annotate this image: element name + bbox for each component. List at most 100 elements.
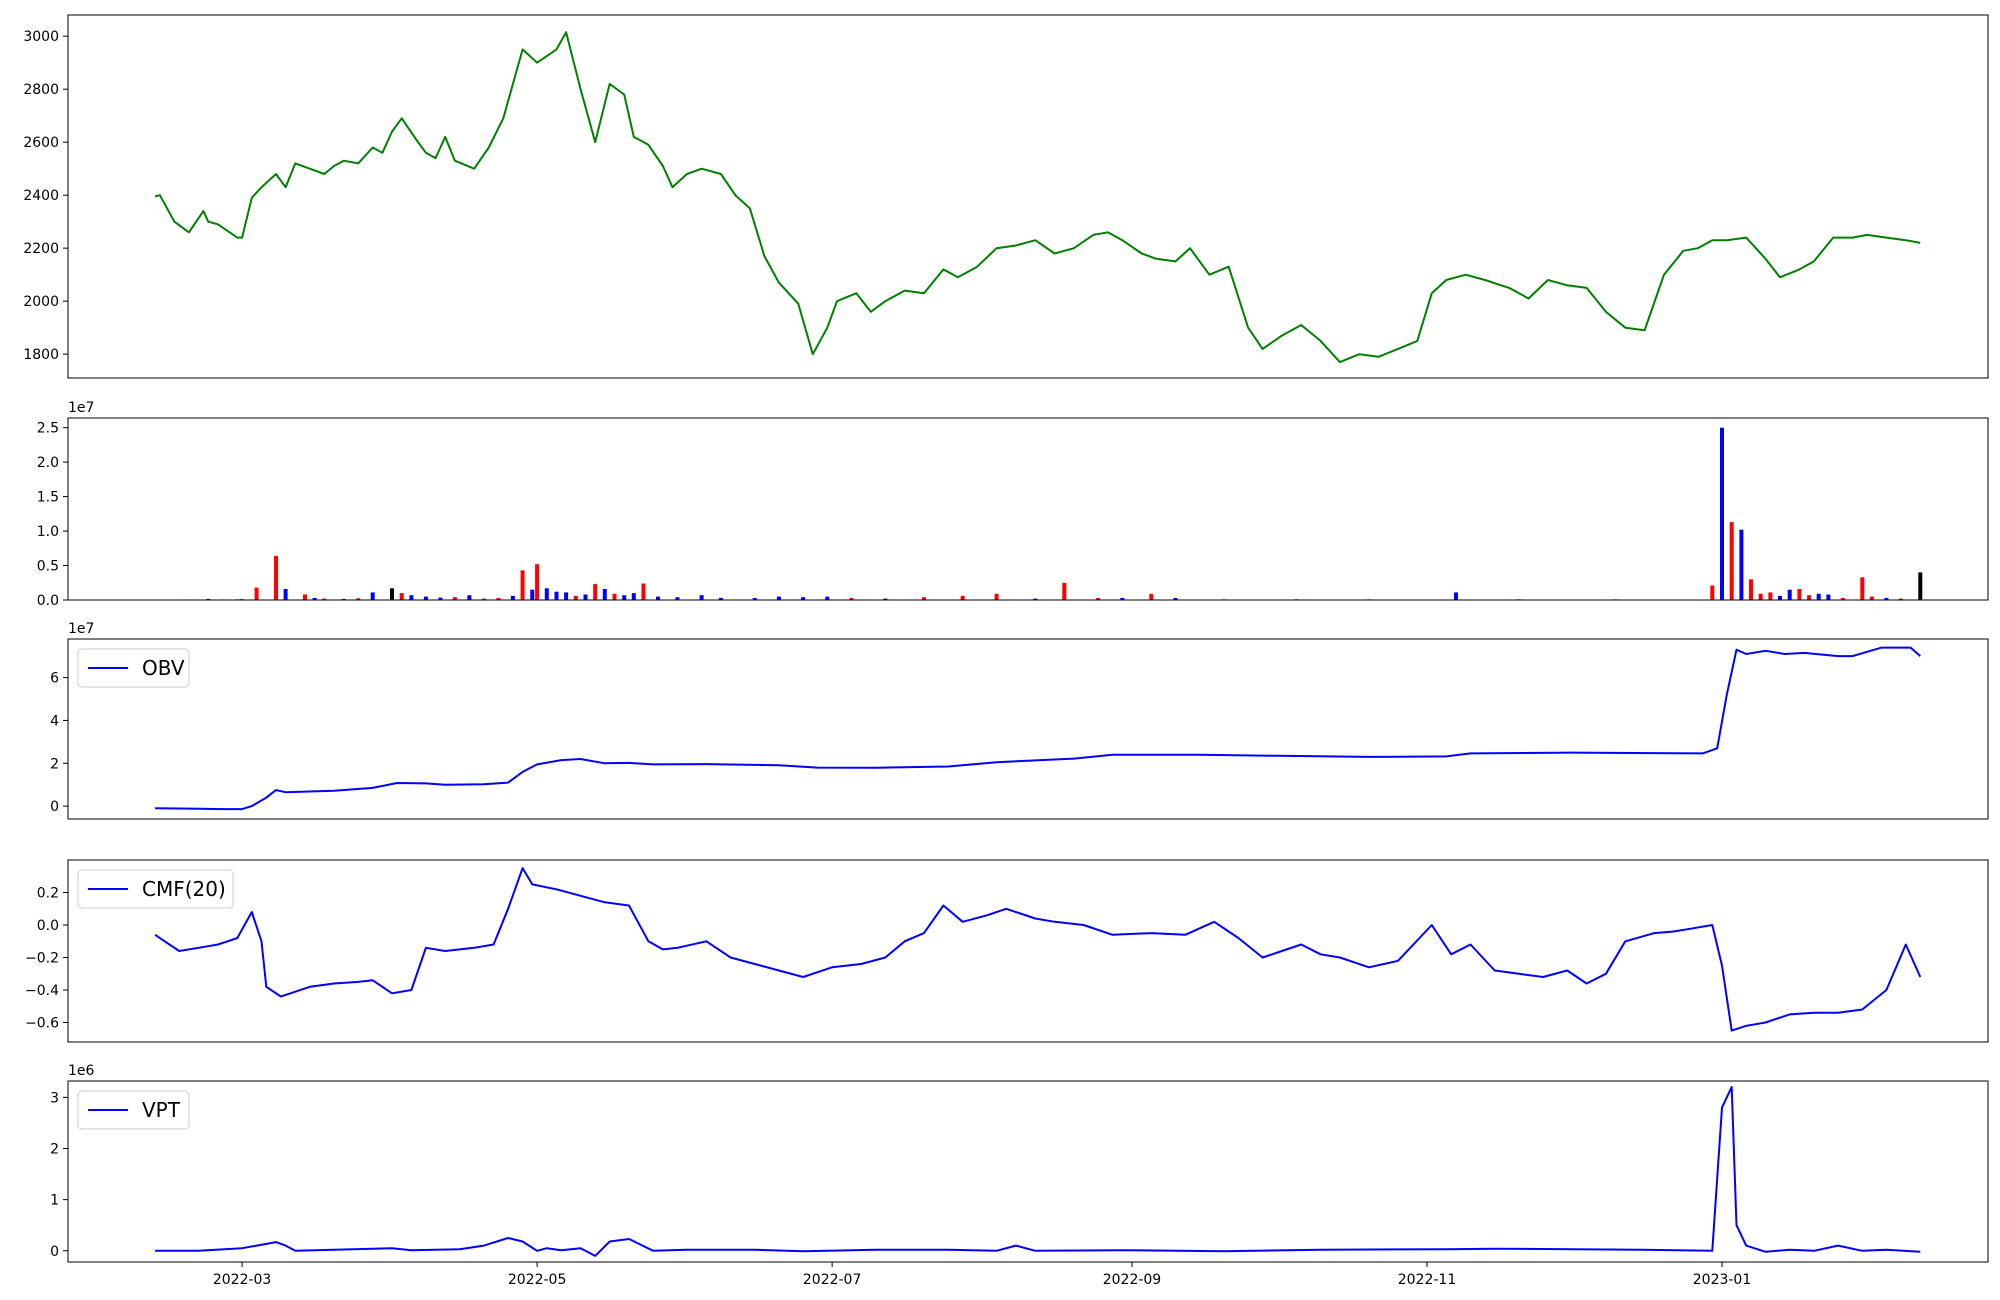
vpt-axes-frame: [67, 1080, 1989, 1263]
cmf-ytick-label: −0.4: [25, 983, 59, 999]
volume-bar: [656, 596, 660, 600]
vpt-ytick-label: 3: [50, 1090, 59, 1106]
volume-bar: [1033, 598, 1038, 600]
price-ytick-label: 2200: [23, 241, 59, 257]
obv-series-line: [155, 646, 1921, 811]
volume-bar: [994, 593, 999, 600]
volume-bar: [520, 570, 525, 600]
volume-bar: [883, 598, 888, 600]
volume-bar: [390, 588, 394, 600]
price-series-line: [154, 31, 1921, 364]
volume-bar: [1918, 572, 1923, 600]
volume-bar: [399, 593, 404, 600]
volume-bar: [960, 595, 965, 600]
volume-bar: [1062, 582, 1067, 600]
volume-bar: [322, 598, 327, 600]
volume-bar: [922, 597, 926, 600]
obv-ytick-label: 2: [50, 756, 59, 772]
volume-bar: [573, 595, 578, 600]
vpt-ytick-label: 1: [50, 1193, 59, 1209]
cmf-legend: CMF(20): [77, 869, 234, 909]
volume-bar: [1149, 593, 1154, 600]
volume-ytick-label: 2.5: [37, 421, 59, 437]
volume-bar: [675, 597, 680, 600]
volume-bar: [1739, 529, 1744, 600]
vpt-offset-label: 1e6: [68, 1063, 95, 1079]
volume-bar: [535, 564, 540, 600]
volume-bar: [1768, 592, 1773, 600]
cmf-ytick-label: 0.2: [37, 886, 59, 902]
vpt-legend-label: VPT: [142, 1098, 181, 1122]
volume-ytick-label: 1.0: [37, 524, 59, 540]
volume-bar: [641, 583, 646, 600]
vpt-series-line: [155, 1086, 1921, 1257]
cmf-axes-frame: [67, 859, 1989, 1043]
volume-bar: [254, 587, 259, 600]
obv-legend: OBV: [77, 648, 190, 688]
price-ytick-label: 2800: [23, 82, 59, 98]
volume-bar: [1797, 589, 1802, 600]
vpt-legend-box: [77, 1090, 190, 1130]
price-ytick-label: 2600: [23, 135, 59, 151]
cmf-series-line: [154, 867, 1922, 1032]
obv-offset-label: 1e7: [68, 621, 94, 637]
obv-legend-label: OBV: [142, 656, 185, 680]
volume-bar: [825, 596, 830, 600]
volume-ytick-label: 1.5: [37, 490, 59, 506]
volume-bar: [593, 584, 598, 600]
volume-bar: [776, 596, 781, 600]
volume-bar: [1720, 427, 1724, 600]
vpt-xtick-label: 2022-03: [213, 1272, 272, 1288]
volume-bar: [1710, 585, 1715, 600]
volume-bar: [1840, 597, 1845, 600]
obv-legend-box: [77, 648, 190, 688]
volume-bar: [356, 598, 361, 600]
volume-bar: [602, 589, 607, 600]
volume-bar: [467, 595, 472, 600]
volume-bar: [1869, 596, 1874, 600]
volume-offset-label: 1e7: [68, 400, 94, 416]
volume-bar: [1173, 597, 1178, 600]
volume-bar: [622, 595, 627, 600]
volume-bar: [530, 589, 535, 600]
cmf-ytick-label: −0.6: [25, 1016, 59, 1032]
volume-bar: [496, 597, 501, 600]
volume-bar: [718, 597, 723, 600]
volume-bar: [370, 592, 375, 600]
cmf-legend-box: [77, 869, 234, 909]
price-ytick-label: 2400: [23, 188, 59, 204]
volume-bar: [1454, 592, 1458, 600]
cmf-ytick-label: 0.0: [37, 918, 59, 934]
volume-bar: [1729, 522, 1734, 600]
volume-bar: [510, 595, 515, 600]
price-ytick-label: 1800: [23, 347, 59, 363]
volume-panel: 0.0 0.5 1.0 1.5 2.0 2.5 1e7: [37, 400, 1989, 609]
volume-bar: [1787, 589, 1792, 600]
vpt-panel: VPT 0 1 2 3 1e6 2022-03 2022-05 2022-07 2022-09 20…: [50, 1063, 1989, 1288]
volume-bar: [564, 592, 569, 600]
volume-bar: [631, 593, 636, 600]
price-axes-frame: [67, 14, 1989, 379]
vpt-xtick-label: 2022-09: [1103, 1272, 1162, 1288]
cmf-legend-label: CMF(20): [142, 877, 226, 901]
volume-bar: [1816, 593, 1821, 600]
vpt-ytick-label: 2: [50, 1141, 59, 1157]
volume-bar: [544, 588, 549, 600]
volume-bar: [303, 594, 307, 600]
volume-bar: [438, 597, 443, 600]
volume-bar: [612, 593, 617, 600]
volume-bar: [274, 555, 278, 600]
volume-bar: [801, 597, 806, 600]
volume-bar: [1860, 577, 1865, 601]
volume-bar: [849, 597, 854, 600]
cmf-panel: CMF(20) −0.6 −0.4 −0.2 0.0 0.2: [25, 859, 1989, 1043]
volume-bar: [1120, 597, 1125, 600]
volume-bar: [452, 597, 457, 600]
volume-bar: [1898, 598, 1903, 600]
obv-ytick-label: 6: [50, 671, 59, 687]
volume-bar: [312, 597, 317, 600]
cmf-ytick-label: −0.2: [25, 951, 59, 967]
volume-bar: [752, 597, 757, 600]
volume-bar: [1096, 597, 1101, 600]
obv-ytick-label: 0: [50, 799, 59, 815]
